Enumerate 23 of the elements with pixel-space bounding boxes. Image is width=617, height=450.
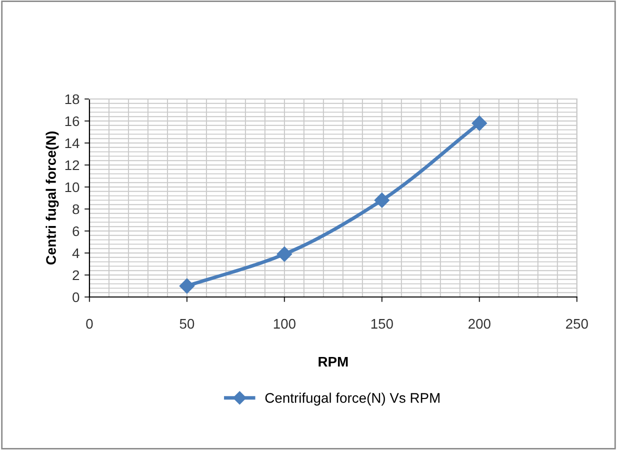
- legend-label: Centrifugal force(N) Vs RPM: [265, 392, 440, 406]
- y-axis-title: Centri fugal force(N): [46, 132, 59, 265]
- y-tick-label: 12: [65, 160, 80, 170]
- point: [374, 192, 390, 208]
- point: [472, 116, 487, 131]
- x-tick-label: 100: [274, 318, 296, 329]
- x-axis-title: RPM: [318, 356, 348, 367]
- y-tick-label: 10: [65, 182, 80, 192]
- x-tick-label: 250: [566, 318, 588, 329]
- y-tick-label: 6: [72, 226, 80, 236]
- x-tick-label: 200: [468, 318, 490, 329]
- y-tick-label: 8: [72, 204, 80, 214]
- x-tick-label: 0: [86, 318, 93, 329]
- point: [179, 278, 195, 294]
- y-tick-label: 0: [72, 292, 80, 302]
- y-tick-label: 18: [65, 94, 80, 104]
- y-tick-label: 16: [65, 116, 80, 126]
- y-tick-label: 14: [65, 138, 80, 148]
- x-tick-label: 50: [180, 318, 194, 329]
- y-tick-label: 2: [72, 270, 80, 280]
- y-tick-label: 4: [72, 248, 80, 258]
- x-tick-label: 150: [371, 318, 393, 329]
- point: [276, 246, 292, 262]
